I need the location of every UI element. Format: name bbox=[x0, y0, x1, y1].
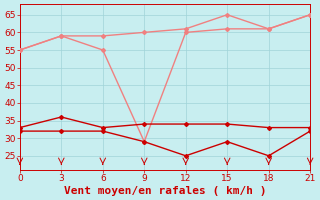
X-axis label: Vent moyen/en rafales ( km/h ): Vent moyen/en rafales ( km/h ) bbox=[64, 186, 266, 196]
